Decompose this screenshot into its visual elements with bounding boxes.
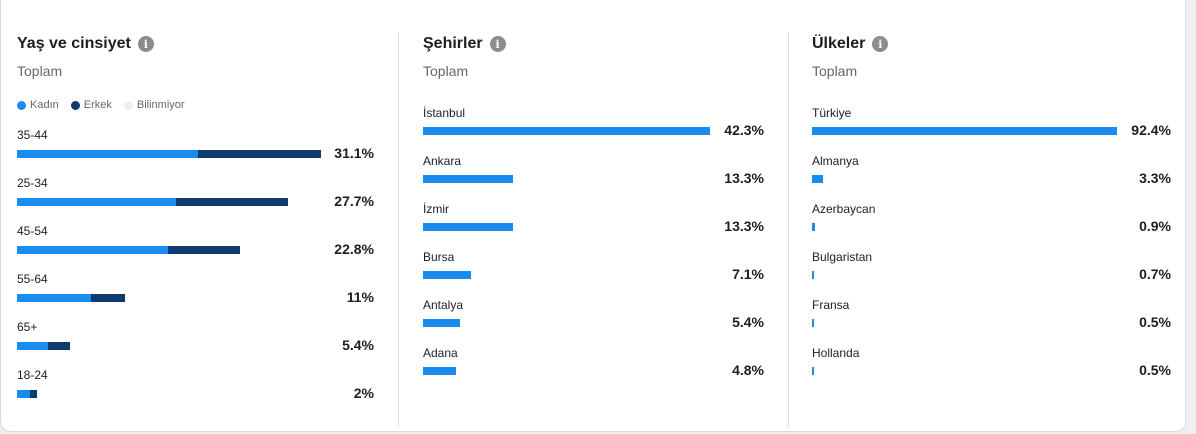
column-divider-1 xyxy=(398,32,399,427)
bar-label-55-64: 55-64 xyxy=(17,272,48,286)
bar-almanya xyxy=(812,175,823,183)
bar-label-ankara: Ankara xyxy=(423,154,462,168)
bar-value-hollanda: 0.5% xyxy=(1139,362,1171,378)
bar-label-hollanda: Hollanda xyxy=(812,346,860,360)
bar-track-65 xyxy=(17,342,321,350)
legend-dot-erkek xyxy=(70,100,80,110)
bar-label-25-34: 25-34 xyxy=(17,176,48,190)
countries-title: Ülkeler i xyxy=(812,35,889,53)
bar-i-stanbul xyxy=(423,127,710,135)
bar-track-25-34 xyxy=(17,198,321,206)
info-icon[interactable]: i xyxy=(872,36,889,52)
bar-value-35-44: 31.1% xyxy=(334,145,374,161)
bar-value-bulgaristan: 0.7% xyxy=(1139,266,1171,282)
bar-segment-erkek-35-44 xyxy=(197,150,321,158)
legend-dot-kadin xyxy=(17,100,26,110)
age-gender-subtitle: Toplam xyxy=(17,63,63,79)
info-icon[interactable]: i xyxy=(489,36,506,52)
bar-label-fransa: Fransa xyxy=(812,298,850,312)
bar-segment-erkek-25-34 xyxy=(176,198,288,206)
bar-label-i-stanbul: İstanbul xyxy=(423,106,466,120)
countries-title-text: Ülkeler xyxy=(812,35,866,52)
bar-antalya xyxy=(423,319,460,327)
bar-label-i-zmir: İzmir xyxy=(423,202,449,216)
column-divider-2 xyxy=(788,32,789,427)
cities-rows: İstanbul 42.3% Ankara 13.3% İzmir 13.3% Bursa 7… xyxy=(399,0,788,434)
bar-label-almanya: Almanya xyxy=(812,154,859,168)
legend-label-kadin: Kadın xyxy=(30,99,59,111)
bar-segment-kadin-65 xyxy=(17,342,49,350)
bar-segment-erkek-18-24 xyxy=(29,390,37,398)
info-icon[interactable]: i xyxy=(137,36,154,52)
cities-title: Şehirler i xyxy=(423,35,506,53)
bar-segment-kadin-25-34 xyxy=(17,198,177,206)
countries-rows: Türkiye 92.4% Almanya 3.3% Azerbaycan 0.9% Bul… xyxy=(789,0,1196,434)
bar-label-bursa: Bursa xyxy=(423,250,455,264)
legend-item-kadin: Kadın xyxy=(17,99,59,111)
bar-label-45-54: 45-54 xyxy=(17,224,48,238)
bar-label-antalya: Antalya xyxy=(423,298,464,312)
legend-item-bilinmiyor: Bilinmiyor xyxy=(123,99,185,111)
cities-title-text: Şehirler xyxy=(423,35,483,52)
bar-segment-kadin-35-44 xyxy=(17,150,198,158)
bar-value-i-zmir: 13.3% xyxy=(724,218,764,234)
bar-track-55-64 xyxy=(17,294,321,302)
bar-track-45-54 xyxy=(17,246,321,254)
age-gender-title-text: Yaş ve cinsiyet xyxy=(17,35,131,52)
bar-label-turkiye: Türkiye xyxy=(812,106,852,120)
legend-label-erkek: Erkek xyxy=(83,99,112,111)
bar-label-35-44: 35-44 xyxy=(17,128,48,142)
bar-segment-kadin-45-54 xyxy=(17,246,168,254)
bar-value-fransa: 0.5% xyxy=(1139,314,1171,330)
bar-track-18-24 xyxy=(17,390,321,398)
bar-i-zmir xyxy=(423,223,514,231)
bar-bursa xyxy=(423,271,472,279)
bar-value-ankara: 13.3% xyxy=(724,170,764,186)
bar-segment-kadin-18-24 xyxy=(17,390,30,398)
legend-item-erkek: Erkek xyxy=(70,99,112,111)
bar-segment-erkek-55-64 xyxy=(91,294,125,302)
bar-bulgaristan xyxy=(812,271,815,279)
bar-value-25-34: 27.7% xyxy=(334,193,374,209)
bar-value-65: 5.4% xyxy=(342,337,374,353)
bar-value-45-54: 22.8% xyxy=(334,241,374,257)
age-gender-title: Yaş ve cinsiyet i xyxy=(17,35,154,53)
age-gender-legend: Kadın Erkek Bilinmiyor xyxy=(17,99,197,111)
cities-subtitle: Toplam xyxy=(423,63,469,79)
bar-value-turkiye: 92.4% xyxy=(1131,122,1171,138)
bar-label-bulgaristan: Bulgaristan xyxy=(812,250,873,264)
bar-label-adana: Adana xyxy=(423,346,458,360)
bar-value-i-stanbul: 42.3% xyxy=(724,122,764,138)
cities-panel: Şehirler i Toplam İstanbul 42.3% Ankara 13.… xyxy=(399,0,788,434)
bar-segment-erkek-65 xyxy=(48,342,70,350)
bar-label-18-24: 18-24 xyxy=(17,368,48,382)
age-gender-rows: 35-44 31.1% 25-34 27.7% 45-54 22.8% 55-64 11% 65… xyxy=(0,0,398,434)
bar-segment-erkek-45-54 xyxy=(167,246,240,254)
bar-track-35-44 xyxy=(17,150,321,158)
countries-panel: Ülkeler i Toplam Türkiye 92.4% Almanya 3.3%… xyxy=(789,0,1196,434)
bar-adana xyxy=(423,367,456,375)
bar-label-azerbaycan: Azerbaycan xyxy=(812,202,876,216)
bar-value-adana: 4.8% xyxy=(732,362,764,378)
bar-azerbaycan xyxy=(812,223,815,231)
bar-label-65: 65+ xyxy=(17,320,38,334)
bar-fransa xyxy=(812,319,814,327)
bar-value-18-24: 2% xyxy=(353,385,374,401)
countries-subtitle: Toplam xyxy=(812,63,858,79)
bar-ankara xyxy=(423,175,514,183)
bar-value-antalya: 5.4% xyxy=(732,314,764,330)
bar-turkiye xyxy=(812,127,1117,135)
legend-dot-bilinmiyor xyxy=(123,100,133,110)
age-gender-panel: Yaş ve cinsiyet i Toplam Kadın Erkek Bil… xyxy=(0,0,398,434)
bar-segment-kadin-55-64 xyxy=(17,294,92,302)
bar-hollanda xyxy=(812,367,814,375)
bar-value-almanya: 3.3% xyxy=(1139,170,1171,186)
bar-value-55-64: 11% xyxy=(346,289,374,305)
legend-label-bilinmiyor: Bilinmiyor xyxy=(136,99,185,111)
bar-value-azerbaycan: 0.9% xyxy=(1139,218,1171,234)
bar-value-bursa: 7.1% xyxy=(732,266,764,282)
